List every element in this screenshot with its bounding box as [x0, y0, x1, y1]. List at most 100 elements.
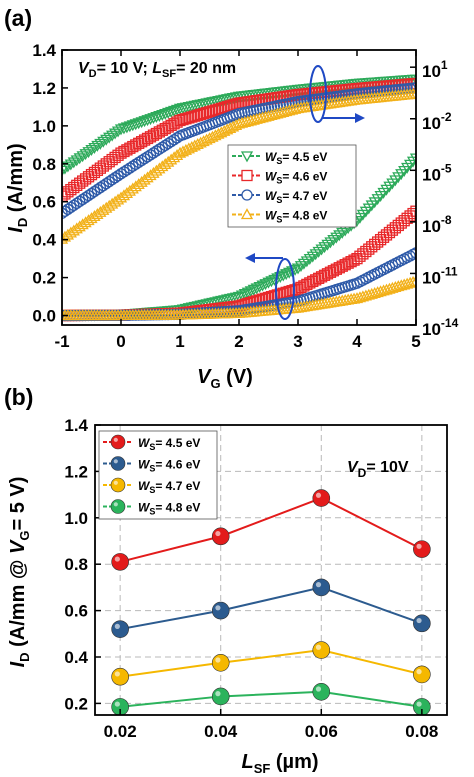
data-point: [211, 687, 230, 706]
linear-point: [407, 207, 416, 220]
linear-point: [250, 283, 263, 295]
log-point: [103, 132, 116, 144]
log-point: [76, 151, 89, 163]
log-point: [112, 170, 124, 182]
log-point: [141, 151, 154, 163]
y-tick-label: 0.8: [64, 555, 88, 574]
data-point: [413, 540, 431, 558]
log-point: [180, 113, 192, 125]
data-point-highlight: [315, 644, 322, 650]
log-point: [79, 149, 92, 161]
x-tick-label: 0.08: [405, 722, 438, 741]
log-point: [141, 115, 154, 127]
data-point-highlight: [416, 669, 422, 675]
x-tick-label: 0.04: [204, 722, 238, 741]
log-point: [68, 199, 80, 212]
right-axis-pointer: [309, 65, 365, 123]
y-tick-label: 1.4: [64, 416, 88, 435]
log-point: [130, 158, 142, 170]
x-tick-label: 4: [352, 332, 362, 351]
log-point: [103, 156, 115, 168]
legend-marker: [241, 169, 253, 182]
log-point: [100, 177, 112, 190]
data-point-highlight: [416, 543, 422, 549]
log-point: [65, 201, 77, 214]
panel-b-xlabel: LSF (µm): [241, 751, 318, 776]
log-point: [170, 149, 184, 161]
log-point: [94, 138, 107, 150]
y2-tick-label: 101: [422, 58, 448, 81]
log-point: [171, 116, 183, 128]
log-point: [100, 134, 113, 146]
log-point: [70, 155, 83, 167]
series-1: [111, 578, 431, 638]
log-point: [94, 162, 106, 174]
log-point: [117, 123, 131, 135]
log-point: [221, 101, 233, 113]
linear-point: [241, 287, 254, 299]
log-point: [138, 116, 151, 128]
legend-entry: WS= 4.6 eV: [265, 170, 327, 186]
log-point: [138, 152, 151, 165]
series-line: [119, 496, 423, 563]
data-point: [211, 601, 230, 620]
panel-b-axes: 0.02 0.04 0.06 0.08 0.2 0.4 0.6 0.8 1.0 1.2 1.4: [64, 416, 438, 741]
legend-entry: WS= 4.8 eV: [138, 501, 200, 517]
panel-a-label: (a): [4, 5, 32, 31]
log-point: [410, 82, 416, 94]
data-point-highlight: [416, 617, 422, 624]
data-point: [312, 641, 331, 659]
log-point: [77, 193, 89, 206]
panel-b-annotation: VD= 10V: [347, 459, 409, 480]
log-point: [212, 103, 225, 115]
data-point-highlight: [114, 556, 120, 562]
log-point: [108, 128, 122, 140]
y-tick-label: 1.0: [64, 509, 88, 528]
linear-point: [280, 286, 292, 299]
left-arrow-icon: [245, 253, 255, 263]
legend-marker: [110, 434, 126, 450]
panel-a-legend: WS= 4.5 eV WS= 4.6 eV WS= 4.7 eV WS= 4.8 eV: [227, 144, 357, 228]
log-point: [129, 119, 142, 131]
linear-point: [262, 277, 275, 289]
log-point: [68, 181, 80, 194]
log-point: [150, 145, 163, 157]
log-point: [200, 107, 213, 119]
y-tick-label: 1.2: [64, 462, 88, 481]
data-point: [312, 489, 331, 507]
log-point: [120, 122, 134, 134]
log-point: [111, 126, 125, 138]
log-point: [85, 187, 98, 200]
log-point: [133, 156, 145, 169]
log-point: [124, 162, 136, 174]
legend-marker-highlight: [113, 437, 118, 442]
log-point: [74, 195, 86, 208]
linear-point: [410, 247, 416, 259]
legend-marker-highlight: [113, 480, 118, 485]
panel-b-label: (b): [4, 384, 33, 410]
data-point: [111, 667, 129, 686]
log-point: [215, 102, 227, 115]
y2-tick-label: 10-11: [422, 264, 458, 287]
linear-point: [232, 291, 246, 303]
data-point-highlight: [114, 671, 120, 677]
y-tick-label: 0.2: [32, 269, 56, 288]
log-point: [62, 207, 68, 219]
y-tick-label: 0.6: [64, 602, 88, 621]
log-point: [77, 175, 89, 187]
log-point: [159, 139, 171, 152]
data-point-highlight: [114, 701, 120, 707]
log-point: [82, 171, 95, 183]
data-point-highlight: [315, 686, 322, 692]
data-point-highlight: [315, 582, 322, 588]
linear-point: [259, 279, 272, 291]
panel-b-legend: WS= 4.5 eV WS= 4.6 eV WS= 4.7 eV WS= 4.8 eV: [98, 430, 218, 520]
log-point: [127, 160, 139, 172]
linear-point: [224, 293, 237, 305]
linear-point: [410, 205, 416, 217]
y-tick-label: 0.6: [32, 193, 56, 212]
log-point: [85, 145, 98, 157]
log-point: [88, 185, 101, 198]
log-point: [183, 112, 195, 124]
log-point: [62, 161, 75, 173]
